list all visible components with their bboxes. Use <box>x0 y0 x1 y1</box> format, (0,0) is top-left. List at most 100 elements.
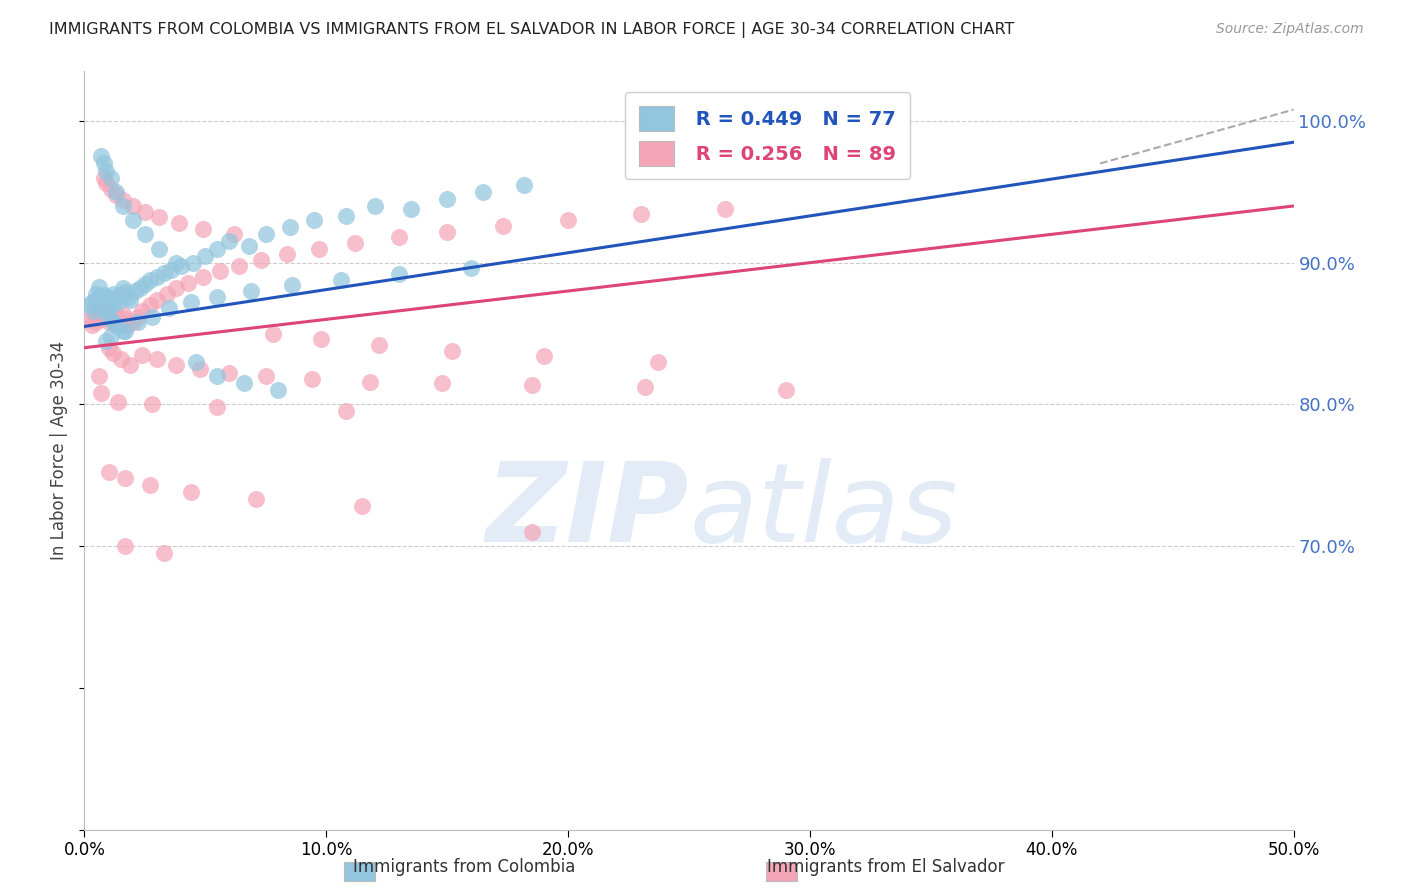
Point <box>114 285 136 300</box>
Y-axis label: In Labor Force | Age 30-34: In Labor Force | Age 30-34 <box>51 341 69 560</box>
Point <box>127 315 149 329</box>
Point <box>97 300 120 314</box>
Point <box>127 310 149 324</box>
Point <box>90 301 112 315</box>
Point <box>94 305 117 319</box>
Point <box>254 227 277 242</box>
Point <box>352 500 374 514</box>
Point <box>167 216 190 230</box>
Point <box>208 264 231 278</box>
Point <box>134 227 156 242</box>
Text: Immigrants from El Salvador: Immigrants from El Salvador <box>768 858 1004 876</box>
Point <box>104 291 127 305</box>
Point <box>238 238 260 252</box>
Point <box>146 293 169 307</box>
Point <box>107 310 129 324</box>
Point <box>250 252 273 267</box>
Point <box>112 324 135 338</box>
Point <box>191 221 214 235</box>
Point <box>233 376 256 391</box>
Point <box>83 310 105 324</box>
Point <box>363 199 385 213</box>
Point <box>112 281 135 295</box>
Point <box>436 192 458 206</box>
Point <box>432 376 454 391</box>
Point <box>254 369 277 384</box>
Point <box>94 310 117 324</box>
Point <box>114 324 136 338</box>
Point <box>103 286 125 301</box>
Point <box>207 401 229 415</box>
Point <box>513 178 536 192</box>
Point <box>110 352 132 367</box>
Point <box>114 471 136 485</box>
Point <box>112 194 135 208</box>
Point <box>165 358 187 372</box>
Point <box>83 304 105 318</box>
Point <box>103 312 125 326</box>
Point <box>86 293 108 307</box>
Point <box>440 343 463 358</box>
Point <box>148 242 170 256</box>
Point <box>184 355 207 369</box>
Point <box>141 397 163 411</box>
Point <box>112 199 135 213</box>
Point <box>302 213 325 227</box>
Point <box>276 247 298 261</box>
Point <box>335 404 357 418</box>
Point <box>160 262 183 277</box>
Point <box>104 318 127 332</box>
Point <box>90 312 112 326</box>
Text: atlas: atlas <box>689 458 957 565</box>
Point <box>121 199 143 213</box>
Point <box>97 290 120 304</box>
Point <box>107 295 129 310</box>
Point <box>86 315 108 329</box>
Point <box>87 307 110 321</box>
Point <box>110 286 132 301</box>
Point <box>533 349 555 363</box>
Point <box>93 156 115 170</box>
Point <box>87 279 110 293</box>
Point <box>138 478 160 492</box>
Point <box>262 326 284 341</box>
Point <box>103 346 125 360</box>
Point <box>170 259 193 273</box>
Point <box>80 318 103 332</box>
Point <box>228 259 250 273</box>
Point <box>153 546 176 560</box>
Point <box>103 315 125 329</box>
Point <box>267 383 290 397</box>
Point <box>134 277 156 291</box>
Point <box>194 249 217 263</box>
Point <box>165 281 187 295</box>
Point <box>131 304 153 318</box>
Point <box>388 230 411 244</box>
Point <box>436 225 458 239</box>
Point <box>245 492 267 507</box>
Point <box>90 149 112 163</box>
Point <box>157 301 180 315</box>
Point <box>146 352 169 367</box>
Text: IMMIGRANTS FROM COLOMBIA VS IMMIGRANTS FROM EL SALVADOR IN LABOR FORCE | AGE 30-: IMMIGRANTS FROM COLOMBIA VS IMMIGRANTS F… <box>49 22 1015 38</box>
Point <box>647 355 669 369</box>
Point <box>100 170 122 185</box>
Point <box>93 304 115 318</box>
Point <box>146 269 169 284</box>
Point <box>124 284 146 298</box>
Point <box>181 255 204 269</box>
Point <box>120 293 142 307</box>
Point <box>344 235 367 250</box>
Point <box>472 185 495 199</box>
Point <box>775 383 797 397</box>
Point <box>129 281 152 295</box>
Point <box>148 211 170 225</box>
Point <box>90 291 112 305</box>
Point <box>520 524 543 539</box>
Point <box>114 539 136 553</box>
Text: Immigrants from Colombia: Immigrants from Colombia <box>353 858 575 876</box>
Point <box>77 298 100 312</box>
Point <box>97 310 120 324</box>
Point <box>93 288 115 302</box>
Point <box>134 204 156 219</box>
